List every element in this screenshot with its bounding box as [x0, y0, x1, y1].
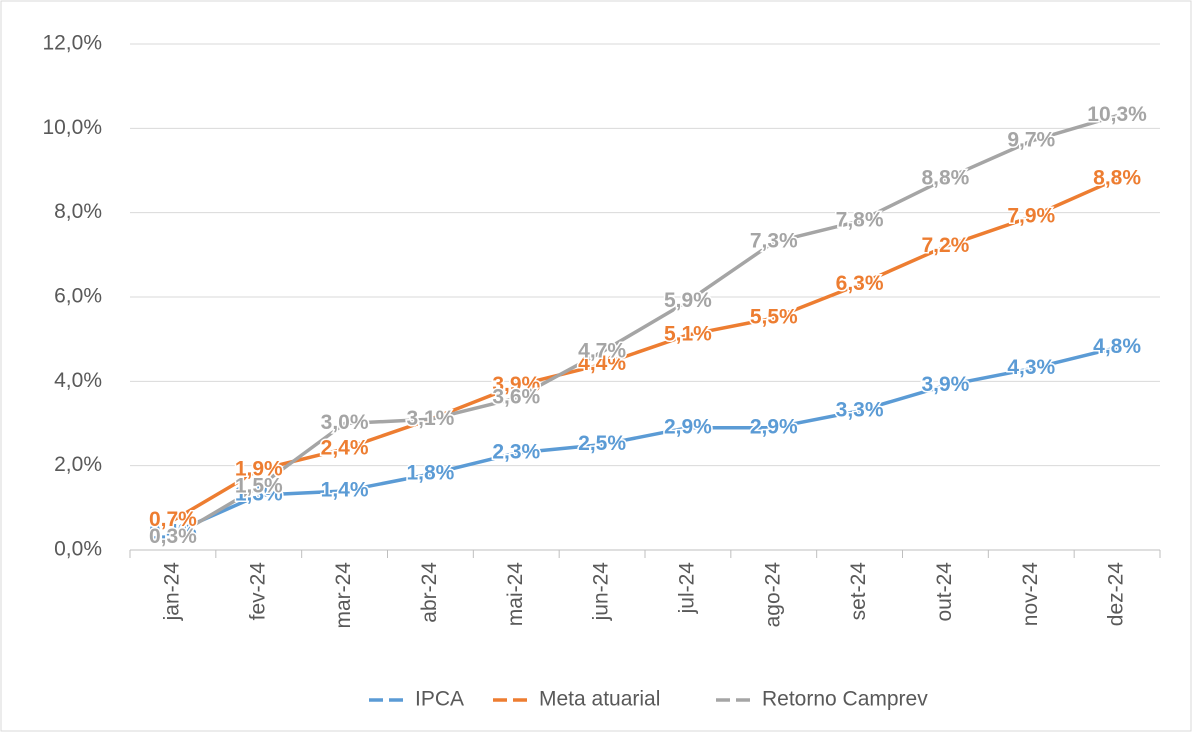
legend-label: IPCA — [415, 688, 464, 711]
x-tick-label: mai-24 — [504, 562, 527, 627]
data-label: 7,3% — [750, 230, 798, 253]
data-label: 3,3% — [836, 398, 884, 421]
x-tick-label: jul-24 — [675, 562, 698, 615]
x-tick-label: out-24 — [933, 562, 956, 622]
data-label: 3,1% — [406, 407, 454, 430]
legend-label: Retorno Camprev — [762, 688, 928, 711]
x-tick-label: nov-24 — [1019, 562, 1042, 627]
data-label: 2,9% — [664, 415, 712, 438]
data-label: 7,2% — [921, 234, 969, 257]
legend-label: Meta atuarial — [539, 688, 660, 711]
line-series — [172, 114, 1118, 539]
y-tick-label: 2,0% — [54, 453, 102, 476]
y-tick-label: 10,0% — [42, 116, 102, 139]
line-series — [172, 345, 1118, 535]
data-label: 1,4% — [321, 479, 369, 502]
x-tick-label: set-24 — [847, 562, 870, 621]
data-label: 4,7% — [578, 339, 626, 362]
data-label: 2,9% — [750, 415, 798, 438]
x-tick-label: abr-24 — [418, 562, 441, 623]
data-label: 3,6% — [492, 386, 540, 409]
data-label: 9,7% — [1007, 129, 1055, 152]
data-label: 10,3% — [1087, 103, 1147, 126]
data-label: 1,9% — [235, 457, 283, 480]
data-label: 8,8% — [921, 166, 969, 189]
x-tick-label: mar-24 — [332, 562, 355, 629]
data-label: 1,8% — [406, 462, 454, 485]
y-tick-label: 4,0% — [54, 369, 102, 392]
data-label: 4,8% — [1093, 335, 1141, 358]
x-tick-label: jan-24 — [160, 562, 183, 622]
line-series — [172, 177, 1118, 522]
data-label: 5,1% — [664, 322, 712, 345]
data-label: 0,7% — [149, 508, 197, 531]
y-tick-label: 6,0% — [54, 285, 102, 308]
y-tick-label: 8,0% — [54, 200, 102, 223]
data-label: 2,3% — [492, 441, 540, 464]
data-label: 3,1% — [406, 407, 454, 430]
x-tick-label: jun-24 — [590, 562, 613, 622]
x-tick-label: dez-24 — [1105, 562, 1128, 627]
data-label: 0,3% — [149, 525, 197, 548]
data-label: 2,5% — [578, 432, 626, 455]
data-label: 7,8% — [836, 209, 884, 232]
data-label: 3,9% — [921, 373, 969, 396]
data-label: 1,3% — [235, 483, 283, 506]
data-label: 2,4% — [321, 436, 369, 459]
data-label: 5,9% — [664, 289, 712, 312]
x-tick-label: fev-24 — [246, 562, 269, 621]
data-label: 8,8% — [1093, 166, 1141, 189]
data-label: 3,9% — [492, 373, 540, 396]
y-tick-label: 0,0% — [54, 538, 102, 561]
x-tick-label: ago-24 — [761, 562, 784, 628]
data-label: 3,0% — [321, 411, 369, 434]
data-label: 4,4% — [578, 352, 626, 375]
data-label: 1,5% — [235, 474, 283, 497]
data-label: 5,5% — [750, 306, 798, 329]
data-label: 0,4% — [149, 521, 197, 544]
data-label: 4,3% — [1007, 356, 1055, 379]
data-label: 7,9% — [1007, 204, 1055, 227]
y-tick-label: 12,0% — [42, 32, 102, 55]
data-label: 6,3% — [836, 272, 884, 295]
